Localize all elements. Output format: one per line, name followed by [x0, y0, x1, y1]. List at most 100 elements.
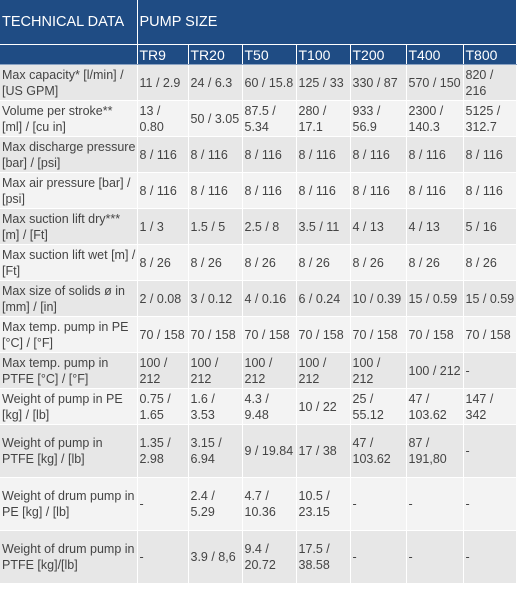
cell-value: 8 / 26 — [137, 244, 189, 281]
cell-value: 10 / 22 — [296, 388, 351, 425]
cell-value: 8 / 116 — [296, 136, 351, 173]
table-row: Weight of drum pump in PE [kg] / [lb] -2.… — [0, 477, 517, 531]
row-label: Max discharge pressure [bar] / [psi] — [0, 136, 138, 173]
row-label: Weight of pump in PE [kg] / [lb] — [0, 388, 138, 425]
model-header-blank — [0, 44, 138, 65]
table-row: Max air pressure [bar] / [psi] 8 / 116 8 /… — [0, 172, 517, 209]
cell-value: 10 / 0.39 — [350, 280, 407, 317]
cell-value: 330 / 87 — [350, 64, 407, 101]
cell-value: 70 / 158 — [406, 316, 464, 353]
cell-value: 3.15 / 6.94 — [188, 424, 243, 478]
cell-value: 17 / 38 — [296, 424, 351, 478]
pump-size-heading: PUMP SIZE — [137, 0, 517, 45]
header-title-row: TECHNICAL DATA PUMP SIZE — [0, 0, 517, 45]
cell-value: - — [463, 352, 517, 389]
cell-value: 8 / 116 — [137, 136, 189, 173]
table-row: Max size of solids ø in [mm] / [in] 2 / 0… — [0, 280, 517, 317]
model-header: T200 — [350, 44, 407, 65]
technical-data-heading: TECHNICAL DATA — [0, 0, 138, 45]
table-row: Max temp. pump in PTFE [°C] / [°F] 100 / … — [0, 352, 517, 389]
cell-value: 100 / 212 — [188, 352, 243, 389]
cell-value: 100 / 212 — [296, 352, 351, 389]
cell-value: 2 / 0.08 — [137, 280, 189, 317]
cell-value: - — [406, 477, 464, 531]
row-label: Max capacity* [l/min] / [US GPM] — [0, 64, 138, 101]
cell-value: 5125 / 312.7 — [463, 100, 517, 137]
cell-value: - — [463, 530, 517, 584]
cell-value: 8 / 116 — [137, 172, 189, 209]
cell-value: 87 / 191,80 — [406, 424, 464, 478]
cell-value: 1.35 / 2.98 — [137, 424, 189, 478]
cell-value: 8 / 26 — [463, 244, 517, 281]
model-header: TR20 — [188, 44, 243, 65]
cell-value: - — [350, 530, 407, 584]
cell-value: 4 / 13 — [350, 208, 407, 245]
cell-value: 100 / 212 — [137, 352, 189, 389]
table-row: Weight of pump in PTFE [kg] / [lb] 1.35 /… — [0, 424, 517, 478]
row-label: Max temp. pump in PTFE [°C] / [°F] — [0, 352, 138, 389]
cell-value: 70 / 158 — [188, 316, 243, 353]
cell-value: 8 / 116 — [188, 136, 243, 173]
cell-value: - — [463, 477, 517, 531]
row-label: Max size of solids ø in [mm] / [in] — [0, 280, 138, 317]
table-row: Max discharge pressure [bar] / [psi] 8 / … — [0, 136, 517, 173]
cell-value: 5 / 16 — [463, 208, 517, 245]
model-header: TR9 — [137, 44, 189, 65]
cell-value: 8 / 26 — [242, 244, 297, 281]
cell-value: 2.5 / 8 — [242, 208, 297, 245]
cell-value: 8 / 116 — [296, 172, 351, 209]
table-header: TECHNICAL DATA PUMP SIZE TR9 TR20 T50 T1… — [0, 0, 517, 65]
model-header-row: TR9 TR20 T50 T100 T200 T400 T800 — [0, 44, 517, 65]
table-row: Max suction lift wet [m] / [Ft] 8 / 26 8 /… — [0, 244, 517, 281]
row-label: Max temp. pump in PE [°C] / [°F] — [0, 316, 138, 353]
cell-value: 933 / 56.9 — [350, 100, 407, 137]
row-label: Weight of drum pump in PE [kg] / [lb] — [0, 477, 138, 531]
row-label: Max suction lift wet [m] / [Ft] — [0, 244, 138, 281]
cell-value: - — [137, 530, 189, 584]
cell-value: - — [463, 424, 517, 478]
cell-value: 70 / 158 — [242, 316, 297, 353]
cell-value: 3.9 / 8,6 — [188, 530, 243, 584]
cell-value: 47 / 103.62 — [350, 424, 407, 478]
cell-value: 8 / 116 — [242, 136, 297, 173]
cell-value: 3 / 0.12 — [188, 280, 243, 317]
cell-value: 100 / 212 — [406, 352, 464, 389]
technical-data-table: TECHNICAL DATA PUMP SIZE TR9 TR20 T50 T1… — [0, 0, 517, 584]
cell-value: 4.3 / 9.48 — [242, 388, 297, 425]
cell-value: 15 / 0.59 — [463, 280, 517, 317]
table-row: Weight of drum pump in PTFE [kg]/[lb] -3.… — [0, 530, 517, 584]
cell-value: 50 / 3.05 — [188, 100, 243, 137]
cell-value: 8 / 116 — [463, 136, 517, 173]
cell-value: 6 / 0.24 — [296, 280, 351, 317]
cell-value: 1.5 / 5 — [188, 208, 243, 245]
cell-value: 8 / 26 — [406, 244, 464, 281]
row-label: Weight of pump in PTFE [kg] / [lb] — [0, 424, 138, 478]
table-row: Max temp. pump in PE [°C] / [°F] 70 / 158… — [0, 316, 517, 353]
cell-value: 100 / 212 — [242, 352, 297, 389]
cell-value: 11 / 2.9 — [137, 64, 189, 101]
table-row: Volume per stroke** [ml] / [cu in] 13 / 0… — [0, 100, 517, 137]
cell-value: 60 / 15.8 — [242, 64, 297, 101]
row-label: Weight of drum pump in PTFE [kg]/[lb] — [0, 530, 138, 584]
cell-value: 0.75 / 1.65 — [137, 388, 189, 425]
cell-value: 8 / 26 — [296, 244, 351, 281]
row-label: Max suction lift dry*** [m] / [Ft] — [0, 208, 138, 245]
cell-value: 8 / 26 — [188, 244, 243, 281]
model-header: T400 — [406, 44, 464, 65]
table-row: Weight of pump in PE [kg] / [lb] 0.75 / 1… — [0, 388, 517, 425]
cell-value: 8 / 116 — [350, 172, 407, 209]
cell-value: 70 / 158 — [296, 316, 351, 353]
cell-value: 147 / 342 — [463, 388, 517, 425]
cell-value: 100 / 212 — [350, 352, 407, 389]
model-header: T50 — [242, 44, 297, 65]
cell-value: 2300 / 140.3 — [406, 100, 464, 137]
cell-value: 3.5 / 11 — [296, 208, 351, 245]
cell-value: 8 / 116 — [242, 172, 297, 209]
cell-value: 8 / 116 — [463, 172, 517, 209]
cell-value: 15 / 0.59 — [406, 280, 464, 317]
cell-value: 47 / 103.62 — [406, 388, 464, 425]
cell-value: - — [406, 530, 464, 584]
cell-value: 125 / 33 — [296, 64, 351, 101]
cell-value: 280 / 17.1 — [296, 100, 351, 137]
